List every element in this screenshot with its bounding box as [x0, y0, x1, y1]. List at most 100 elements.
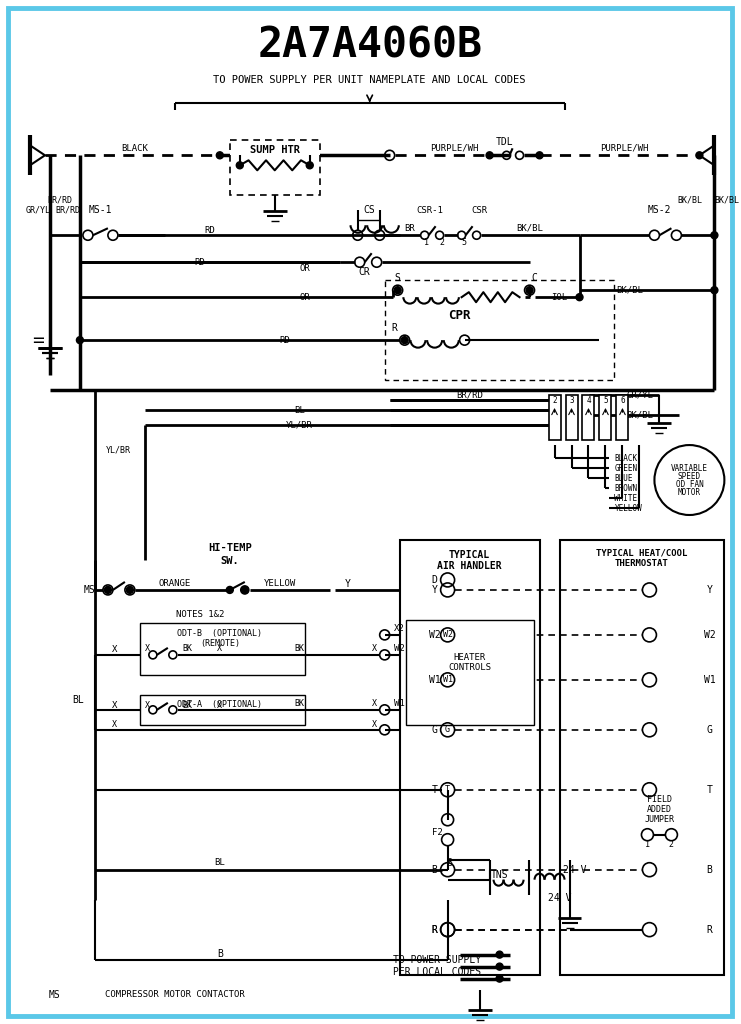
Text: X: X	[145, 701, 150, 711]
Text: BLUE: BLUE	[614, 473, 633, 482]
Text: X: X	[372, 699, 377, 709]
Text: BK/BL: BK/BL	[516, 224, 543, 232]
Circle shape	[236, 162, 243, 169]
Circle shape	[242, 587, 248, 594]
Circle shape	[216, 152, 223, 159]
Text: BR/RD: BR/RD	[56, 206, 81, 215]
Text: YL/BR: YL/BR	[105, 445, 130, 455]
Text: R: R	[432, 925, 438, 935]
Bar	[399, 540, 539, 975]
Text: X: X	[112, 701, 118, 711]
Text: BK/BL: BK/BL	[616, 286, 643, 295]
Text: COMPRESSOR MOTOR CONTACTOR: COMPRESSOR MOTOR CONTACTOR	[105, 990, 245, 999]
Text: BROWN: BROWN	[614, 483, 637, 493]
Text: W1: W1	[429, 675, 440, 685]
Text: W2: W2	[703, 630, 715, 640]
Text: 2: 2	[439, 238, 444, 247]
Text: MS: MS	[84, 585, 96, 595]
Text: F2: F2	[432, 828, 443, 838]
Text: TNS: TNS	[491, 869, 508, 880]
Circle shape	[576, 294, 583, 301]
Text: RD: RD	[279, 336, 290, 345]
Text: VARIABLE: VARIABLE	[671, 464, 708, 472]
Text: GR/YL: GR/YL	[626, 390, 653, 399]
Text: MS-1: MS-1	[88, 205, 112, 215]
Text: (REMOTE): (REMOTE)	[200, 639, 240, 648]
Circle shape	[104, 587, 111, 594]
Text: R: R	[706, 925, 712, 935]
Bar	[599, 395, 611, 440]
Text: BLACK: BLACK	[614, 454, 637, 463]
Circle shape	[526, 287, 533, 294]
Circle shape	[306, 162, 313, 169]
Text: YELLOW: YELLOW	[614, 504, 642, 512]
Text: BL: BL	[294, 406, 305, 415]
Text: CPR: CPR	[448, 308, 471, 322]
Circle shape	[486, 152, 493, 159]
Text: T: T	[445, 785, 450, 795]
Bar	[140, 623, 305, 675]
Text: GR/YL: GR/YL	[25, 206, 50, 215]
Text: 5: 5	[461, 238, 466, 247]
Text: X: X	[113, 720, 117, 729]
Text: BK/BL: BK/BL	[677, 196, 702, 205]
Circle shape	[496, 951, 503, 958]
Text: PURPLE/WH: PURPLE/WH	[600, 143, 648, 153]
Text: B: B	[217, 948, 223, 958]
Text: R: R	[432, 925, 438, 935]
Text: THERMOSTAT: THERMOSTAT	[614, 559, 668, 568]
Text: W1: W1	[703, 675, 715, 685]
Circle shape	[711, 231, 718, 239]
Text: T: T	[432, 784, 438, 795]
Bar	[140, 695, 305, 725]
Text: X: X	[217, 644, 222, 653]
Text: G: G	[706, 725, 712, 735]
Circle shape	[711, 287, 718, 294]
Bar	[548, 395, 560, 440]
Circle shape	[696, 152, 703, 159]
Bar	[405, 620, 534, 725]
Text: ODT-A  (OPTIONAL): ODT-A (OPTIONAL)	[177, 700, 262, 710]
Text: D: D	[432, 574, 438, 585]
Text: G: G	[445, 725, 450, 734]
Text: ODT-B  (OPTIONAL): ODT-B (OPTIONAL)	[177, 630, 262, 638]
Circle shape	[127, 587, 133, 594]
Text: BK: BK	[295, 644, 305, 653]
Text: C: C	[531, 273, 537, 284]
Text: T: T	[706, 784, 712, 795]
Text: CR: CR	[359, 267, 370, 278]
Text: RD: RD	[205, 225, 215, 234]
Text: 4: 4	[586, 395, 591, 404]
Text: BL: BL	[72, 695, 84, 705]
Text: BR: BR	[405, 224, 415, 232]
Text: OD FAN: OD FAN	[676, 479, 703, 488]
Text: CS: CS	[364, 205, 376, 215]
Text: BK: BK	[183, 701, 193, 711]
Text: MS: MS	[49, 989, 61, 999]
Text: Y: Y	[345, 579, 350, 589]
Text: R: R	[392, 324, 398, 333]
Text: B: B	[447, 858, 453, 867]
Text: TDL: TDL	[496, 137, 514, 147]
Text: IOL: IOL	[551, 293, 568, 302]
Text: FIELD: FIELD	[647, 796, 672, 804]
Text: WHITE: WHITE	[614, 494, 637, 503]
Circle shape	[226, 587, 233, 594]
Text: SUMP HTR: SUMP HTR	[250, 145, 300, 156]
Text: B: B	[432, 864, 438, 874]
Text: B: B	[706, 864, 712, 874]
Circle shape	[536, 152, 543, 159]
Text: BK: BK	[295, 699, 305, 709]
Text: RD: RD	[194, 258, 205, 266]
Text: 2A7A4060B: 2A7A4060B	[257, 25, 482, 67]
Text: 2: 2	[552, 395, 556, 404]
Text: MOTOR: MOTOR	[678, 487, 701, 497]
Text: Y: Y	[706, 585, 712, 595]
Circle shape	[496, 964, 503, 970]
Text: SW.: SW.	[220, 556, 239, 566]
Text: 1: 1	[645, 841, 650, 849]
Text: PER LOCAL CODES: PER LOCAL CODES	[393, 967, 481, 977]
Bar	[230, 140, 319, 196]
Text: 2: 2	[669, 841, 674, 849]
Text: W2: W2	[429, 630, 440, 640]
